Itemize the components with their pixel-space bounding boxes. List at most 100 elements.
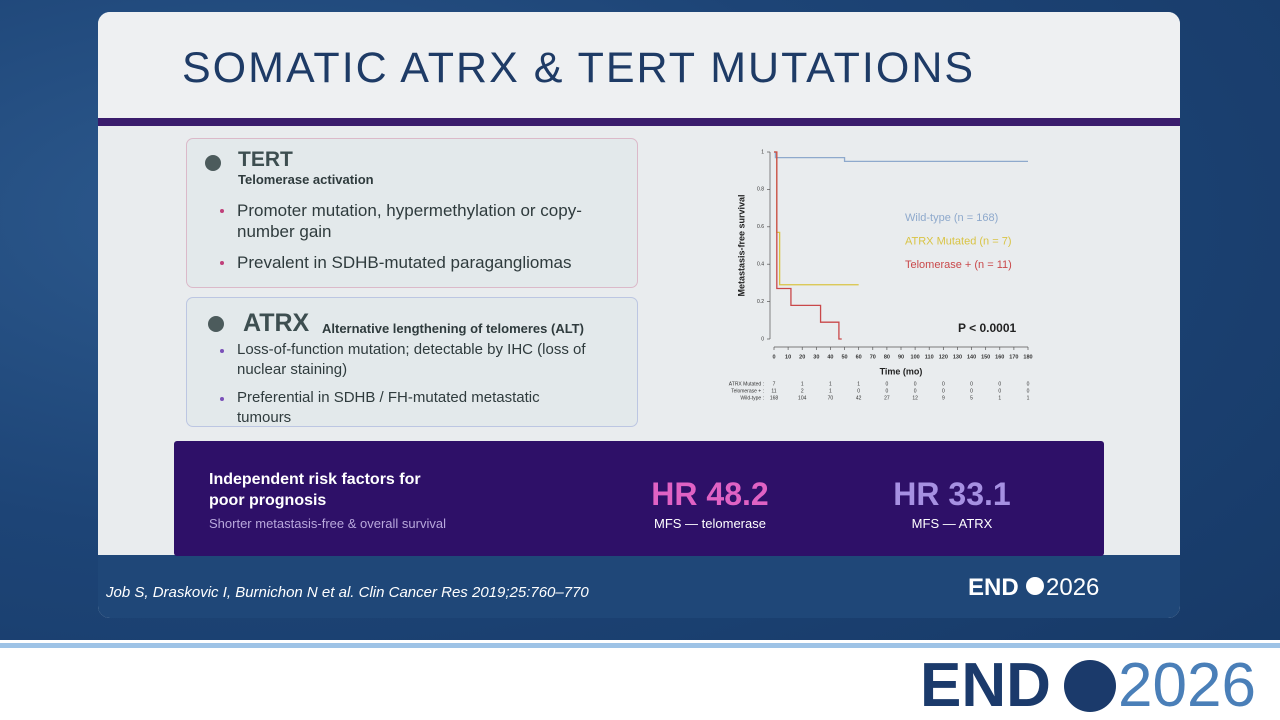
- y-axis-label: Metastasis-free survival: [736, 194, 746, 296]
- x-tick-label: 150: [981, 354, 990, 360]
- x-tick-label: 20: [799, 354, 805, 360]
- y-tick-label: 0.6: [757, 224, 764, 230]
- y-tick-label: 0.4: [757, 262, 764, 268]
- at-risk-label: Telomerase + :: [731, 388, 764, 394]
- card-subheading: Telomerase activation: [238, 172, 374, 187]
- x-tick-label: 30: [813, 354, 819, 360]
- x-tick-label: 140: [967, 354, 976, 360]
- logo-right: 2026: [1046, 574, 1100, 601]
- logo-right: 2026: [1118, 651, 1256, 720]
- at-risk-count: 104: [798, 395, 807, 401]
- card: [186, 138, 638, 288]
- bullet: Prevalent in SDHB-mutated paragangliomas: [220, 252, 617, 273]
- bullet: Preferential in SDHB / FH-mutated metast…: [220, 388, 597, 428]
- logo-left: END: [920, 651, 1051, 720]
- at-risk-count: 9: [942, 395, 945, 401]
- legend-label: ATRX Mutated (n = 7): [905, 235, 1011, 247]
- at-risk-count: 0: [998, 381, 1001, 387]
- title-area: [98, 12, 1180, 118]
- card-subheading: Alternative lengthening of telomeres (AL…: [322, 321, 584, 336]
- at-risk-count: 27: [884, 395, 890, 401]
- at-risk-count: 1: [801, 381, 804, 387]
- at-risk-count: 0: [998, 388, 1001, 394]
- citation: Job S, Draskovic I, Burnichon N et al. C…: [106, 584, 589, 601]
- at-risk-count: 11: [771, 388, 776, 394]
- legend-label: Telomerase + (n = 11): [905, 259, 1012, 271]
- bullet: Promoter mutation, hypermethylation or c…: [220, 200, 607, 242]
- bullet: Loss-of-function mutation; detectable by…: [220, 340, 617, 380]
- at-risk-count: 0: [970, 388, 973, 394]
- card-dot: [205, 155, 221, 171]
- at-risk-count: 2: [801, 388, 804, 394]
- at-risk-count: 7: [773, 381, 776, 387]
- x-tick-label: 10: [785, 354, 791, 360]
- at-risk-count: 0: [942, 388, 945, 394]
- x-tick-label: 160: [995, 354, 1004, 360]
- at-risk-count: 1: [998, 395, 1001, 401]
- x-tick-label: 120: [939, 354, 948, 360]
- at-risk-label: ATRX Mutated :: [729, 381, 764, 387]
- x-tick-label: 100: [911, 354, 920, 360]
- title-rule: [98, 118, 1180, 126]
- at-risk-count: 1: [1027, 395, 1030, 401]
- x-tick-label: 50: [841, 354, 847, 360]
- at-risk-count: 42: [856, 395, 862, 401]
- series-line: [774, 151, 859, 286]
- x-tick-label: 60: [856, 354, 862, 360]
- banner-title: Independent risk factors for poor progno…: [209, 471, 421, 509]
- banner: [174, 441, 1104, 556]
- at-risk-count: 0: [970, 381, 973, 387]
- stat-value: HR 48.2: [651, 476, 769, 512]
- logo-left: END: [968, 574, 1019, 601]
- slide-title: SOMATIC ATRX & TERT MUTATIONS: [182, 44, 976, 92]
- at-risk-count: 0: [942, 381, 945, 387]
- x-tick-label: 40: [827, 354, 833, 360]
- x-tick-label: 130: [953, 354, 962, 360]
- slide-footer: [98, 555, 1180, 618]
- at-risk-label: Wild-type :: [740, 395, 764, 401]
- y-tick-label: 1: [761, 149, 764, 155]
- card: [186, 297, 638, 427]
- series-line: [774, 151, 1028, 162]
- at-risk-count: 0: [1027, 388, 1030, 394]
- footer-line: [0, 643, 1280, 648]
- x-tick-label: 90: [898, 354, 904, 360]
- x-tick-label: 0: [772, 354, 775, 360]
- at-risk-count: 0: [885, 381, 888, 387]
- x-tick-label: 170: [1009, 354, 1018, 360]
- at-risk-count: 0: [1027, 381, 1030, 387]
- at-risk-count: 1: [829, 388, 832, 394]
- x-tick-label: 80: [884, 354, 890, 360]
- stat-label: MFS — telomerase: [654, 516, 766, 531]
- logo-globe: [1026, 577, 1044, 595]
- at-risk-count: 5: [970, 395, 973, 401]
- at-risk-count: 0: [914, 381, 917, 387]
- annotation: P < 0.0001: [958, 321, 1016, 335]
- at-risk-count: 0: [857, 388, 860, 394]
- at-risk-count: 0: [914, 388, 917, 394]
- stat-value: HR 33.1: [893, 476, 1011, 512]
- series-line: [774, 151, 842, 340]
- y-tick-label: 0: [761, 336, 764, 342]
- at-risk-count: 1: [829, 381, 832, 387]
- x-tick-label: 180: [1023, 354, 1032, 360]
- card-heading: ATRX: [243, 309, 310, 337]
- card-dot: [208, 316, 224, 332]
- y-tick-label: 0.2: [757, 299, 764, 305]
- stat-label: MFS — ATRX: [911, 516, 993, 531]
- banner-subtitle: Shorter metastasis-free & overall surviv…: [209, 516, 446, 531]
- y-tick-label: 0.8: [757, 187, 764, 193]
- legend-label: Wild-type (n = 168): [905, 212, 998, 224]
- at-risk-count: 12: [912, 395, 918, 401]
- logo-globe: [1064, 660, 1116, 712]
- card-heading: TERT: [238, 148, 293, 171]
- at-risk-count: 1: [857, 381, 860, 387]
- at-risk-count: 168: [770, 395, 779, 401]
- x-tick-label: 70: [870, 354, 876, 360]
- x-tick-label: 110: [925, 354, 934, 360]
- at-risk-count: 0: [885, 388, 888, 394]
- at-risk-count: 70: [828, 395, 834, 401]
- x-axis-label: Time (mo): [880, 366, 923, 376]
